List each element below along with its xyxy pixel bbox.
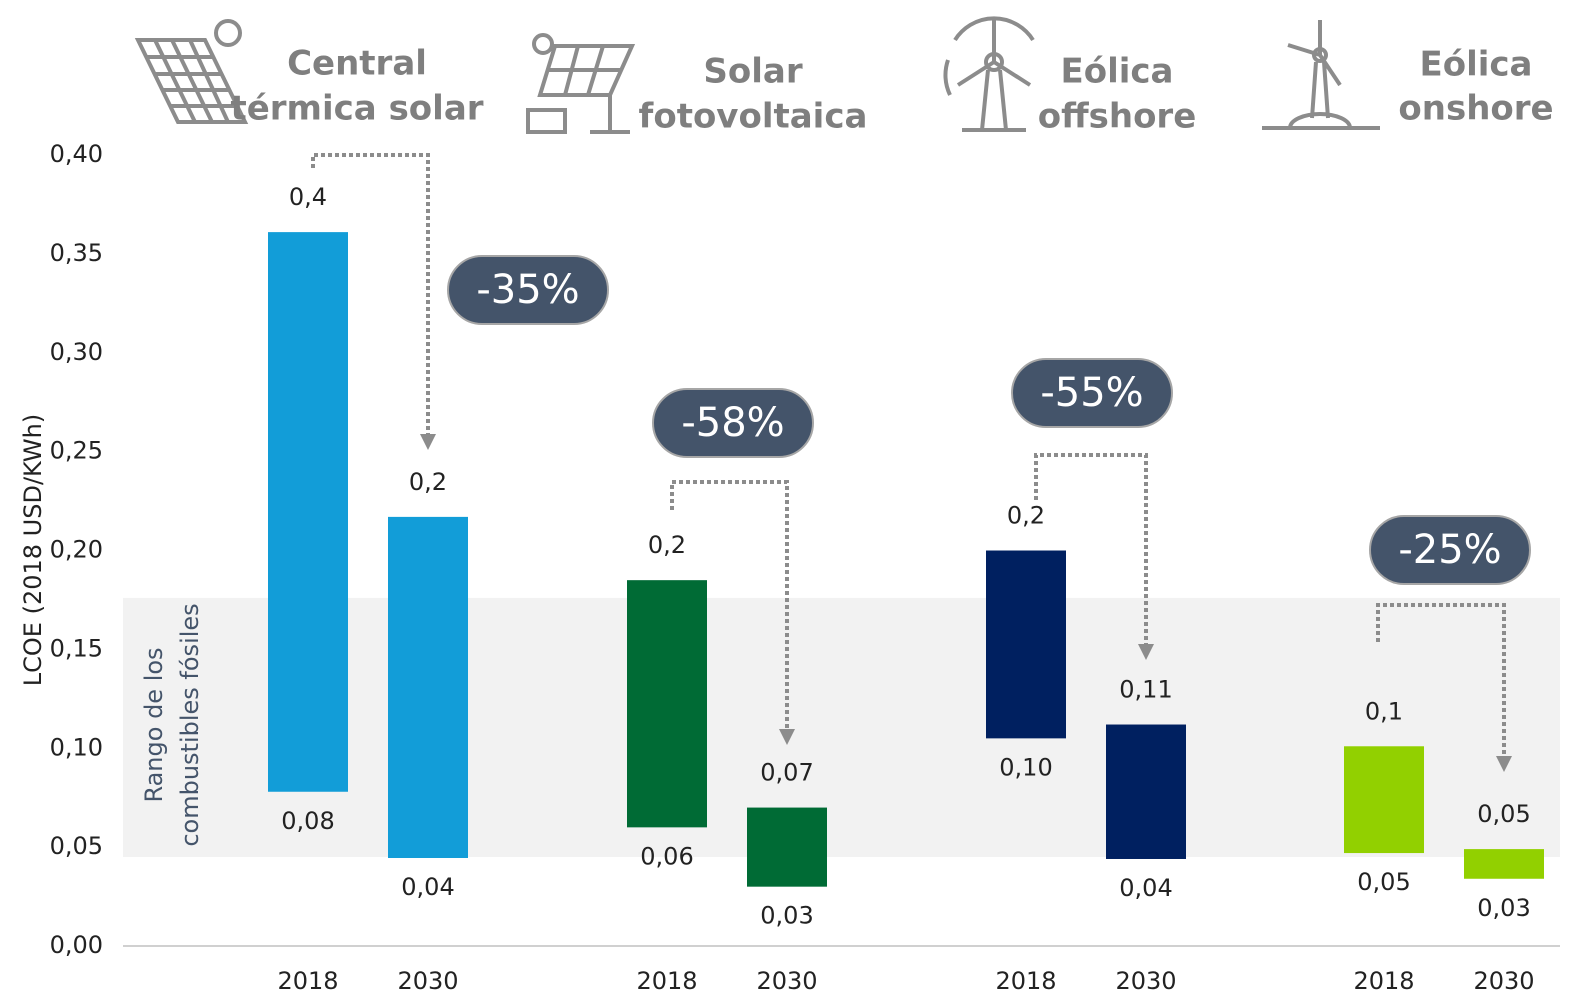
group-title: Central	[287, 44, 427, 84]
change-arrow	[670, 480, 789, 731]
value-label-low: 0,04	[401, 873, 454, 901]
change-badge	[652, 388, 814, 458]
bar	[268, 232, 348, 792]
value-label-low: 0,03	[760, 902, 813, 930]
y-tick-label: 0,25	[50, 437, 103, 465]
arrow-head	[779, 729, 795, 745]
value-label-high: 0,07	[760, 759, 813, 787]
change-arrow	[311, 153, 430, 436]
group-title: Eólica	[1420, 45, 1533, 85]
y-tick-label: 0,20	[50, 536, 103, 564]
y-tick-label: 0,40	[50, 140, 103, 168]
value-label-low: 0,05	[1357, 868, 1410, 896]
arrow-head	[1138, 644, 1154, 660]
value-label-high: 0,11	[1119, 676, 1172, 704]
y-tick-label: 0,10	[50, 733, 103, 761]
band-label: Rango de los	[140, 647, 168, 802]
value-label-high: 0,4	[289, 183, 327, 211]
value-label-low: 0,08	[281, 807, 334, 835]
value-label-high: 0,05	[1477, 800, 1530, 828]
change-badge	[1011, 358, 1173, 428]
change-arrow	[1034, 453, 1148, 646]
icon-csp	[134, 19, 249, 124]
value-label-high: 0,2	[409, 468, 447, 496]
change-badge	[1369, 515, 1531, 585]
x-tick-label: 2018	[636, 967, 697, 995]
value-label-high: 0,2	[648, 531, 686, 559]
bar	[1106, 724, 1186, 859]
group-title: offshore	[1038, 97, 1197, 137]
y-axis-title: LCOE (2018 USD/KWh)	[19, 414, 47, 686]
change-badge	[447, 255, 609, 325]
bar	[388, 516, 468, 859]
icon-pv	[526, 33, 636, 134]
y-tick-label: 0,30	[50, 338, 103, 366]
value-label-high: 0,1	[1365, 697, 1403, 725]
value-label-low: 0,04	[1119, 874, 1172, 902]
arrow-head	[420, 434, 436, 450]
y-tick-label: 0,00	[50, 931, 103, 959]
x-tick-label: 2030	[756, 967, 817, 995]
value-label-low: 0,10	[999, 753, 1052, 781]
value-label-low: 0,06	[640, 842, 693, 870]
bar	[1464, 849, 1544, 879]
x-tick-label: 2018	[1353, 967, 1414, 995]
arrow-head	[1496, 756, 1512, 772]
fossil-range-band	[123, 597, 1560, 858]
value-label-high: 0,2	[1007, 502, 1045, 530]
group-title: térmica solar	[230, 89, 483, 129]
group-title: onshore	[1398, 89, 1553, 129]
value-label-low: 0,03	[1477, 894, 1530, 922]
group-title: fotovoltaica	[639, 97, 868, 137]
x-tick-label: 2018	[995, 967, 1056, 995]
y-tick-label: 0,35	[50, 239, 103, 267]
x-tick-label: 2018	[277, 967, 338, 995]
x-tick-label: 2030	[397, 967, 458, 995]
bar	[986, 550, 1066, 739]
y-tick-label: 0,05	[50, 832, 103, 860]
x-tick-label: 2030	[1473, 967, 1534, 995]
icon-onshore	[1262, 20, 1380, 130]
x-tick-label: 2030	[1115, 967, 1176, 995]
icon-offshore	[943, 16, 1035, 132]
group-title: Eólica	[1061, 52, 1174, 92]
bar	[627, 580, 707, 828]
change-label: -55%	[1040, 370, 1143, 416]
bar	[747, 807, 827, 887]
change-label: -35%	[476, 267, 579, 313]
change-label: -25%	[1398, 527, 1501, 573]
change-label: -58%	[681, 400, 784, 446]
group-title: Solar	[703, 52, 802, 92]
change-arrow	[1376, 603, 1506, 758]
y-tick-label: 0,15	[50, 634, 103, 662]
band-label: combustibles fósiles	[176, 603, 204, 846]
bar	[1344, 746, 1424, 854]
